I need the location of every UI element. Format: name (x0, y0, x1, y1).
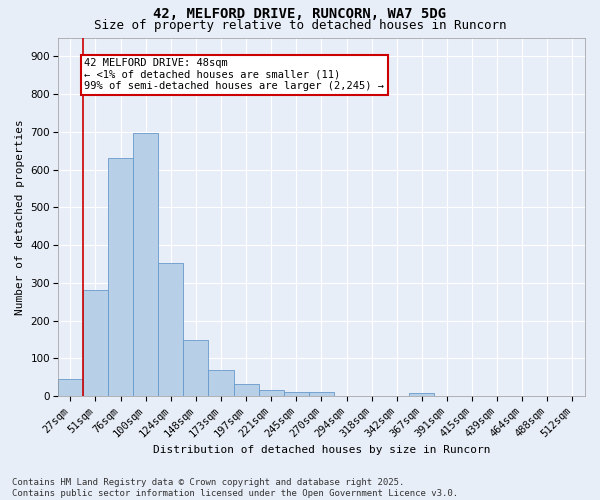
Y-axis label: Number of detached properties: Number of detached properties (15, 119, 25, 314)
Bar (208, 370, 233, 396)
Bar (108, 158, 133, 396)
Bar (259, 390, 284, 396)
Bar (309, 392, 334, 396)
Text: 42 MELFORD DRIVE: 48sqm
← <1% of detached houses are smaller (11)
99% of semi-de: 42 MELFORD DRIVE: 48sqm ← <1% of detache… (84, 58, 384, 92)
Bar (184, 340, 208, 396)
X-axis label: Distribution of detached houses by size in Runcorn: Distribution of detached houses by size … (152, 445, 490, 455)
Bar (83, 290, 108, 396)
Bar (158, 264, 184, 396)
Bar (133, 133, 158, 396)
Bar (58, 379, 83, 396)
Text: Size of property relative to detached houses in Runcorn: Size of property relative to detached ho… (94, 19, 506, 32)
Bar (284, 392, 309, 396)
Bar (409, 393, 434, 396)
Text: Contains HM Land Registry data © Crown copyright and database right 2025.
Contai: Contains HM Land Registry data © Crown c… (12, 478, 458, 498)
Text: 42, MELFORD DRIVE, RUNCORN, WA7 5DG: 42, MELFORD DRIVE, RUNCORN, WA7 5DG (154, 8, 446, 22)
Bar (233, 384, 259, 396)
